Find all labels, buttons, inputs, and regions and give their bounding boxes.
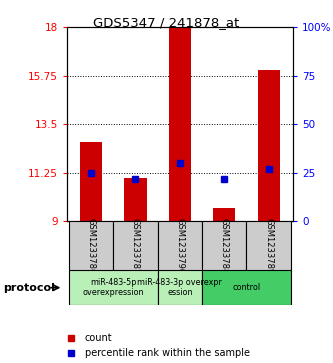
Text: GSM1233786: GSM1233786: [87, 218, 96, 274]
Bar: [202, 270, 291, 305]
Text: miR-483-5p
overexpression: miR-483-5p overexpression: [83, 278, 144, 297]
Bar: [213, 208, 235, 221]
Bar: [202, 221, 246, 270]
Text: GSM1233787: GSM1233787: [131, 218, 140, 274]
Text: count: count: [85, 333, 112, 343]
Bar: [69, 221, 113, 270]
Text: GSM1233788: GSM1233788: [220, 218, 229, 274]
Text: protocol: protocol: [3, 283, 55, 293]
Text: miR-483-3p overexpr
ession: miR-483-3p overexpr ession: [138, 278, 222, 297]
Text: GSM1233789: GSM1233789: [264, 218, 273, 274]
Bar: [257, 70, 280, 221]
Bar: [124, 178, 147, 221]
Bar: [69, 270, 158, 305]
Bar: [80, 142, 102, 221]
Text: percentile rank within the sample: percentile rank within the sample: [85, 348, 250, 358]
Bar: [158, 270, 202, 305]
Text: GSM1233790: GSM1233790: [175, 218, 184, 274]
Bar: [169, 27, 191, 221]
Text: control: control: [232, 283, 260, 292]
Bar: [246, 221, 291, 270]
Text: GDS5347 / 241878_at: GDS5347 / 241878_at: [93, 16, 240, 29]
Bar: [158, 221, 202, 270]
Bar: [113, 221, 158, 270]
